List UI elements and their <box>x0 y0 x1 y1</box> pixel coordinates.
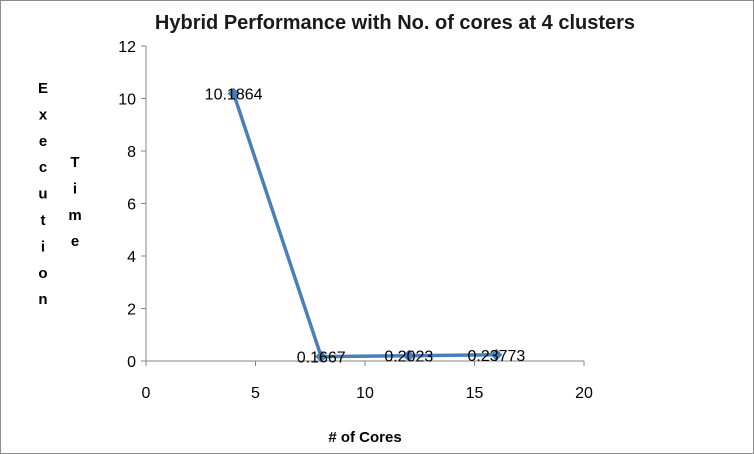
plot-area: 0 2 4 6 8 10 12 0 5 10 15 20 10.1864 0.1667 0.2023 0.23… <box>118 39 593 402</box>
y-tick-label: 6 <box>127 197 136 214</box>
x-tick-label: 10 <box>356 385 374 402</box>
data-point-marker <box>315 350 328 363</box>
x-tick-label: 5 <box>251 385 260 402</box>
data-label: 0.1667 <box>297 350 346 367</box>
series-line <box>231 91 499 359</box>
data-label: 10.1864 <box>205 87 263 104</box>
x-tick-label: 15 <box>466 385 484 402</box>
data-point-marker <box>227 87 240 100</box>
y-tick-label: 0 <box>127 354 136 371</box>
data-label: 0.2023 <box>384 349 433 366</box>
data-label: 0.23773 <box>467 348 525 365</box>
x-tick-label: 0 <box>142 385 151 402</box>
x-tick-label: 20 <box>575 385 593 402</box>
y-tick-label: 12 <box>118 39 136 56</box>
chart-title: Hybrid Performance with No. of cores at … <box>155 12 635 34</box>
data-point-marker <box>402 349 415 362</box>
y-tick-label: 4 <box>127 249 136 266</box>
y-tick-label: 10 <box>118 92 136 109</box>
x-axis-title: # of Cores <box>328 429 401 446</box>
y-tick-label: 8 <box>127 144 136 161</box>
y-tick-label: 2 <box>127 302 136 319</box>
data-point-marker <box>490 348 503 361</box>
